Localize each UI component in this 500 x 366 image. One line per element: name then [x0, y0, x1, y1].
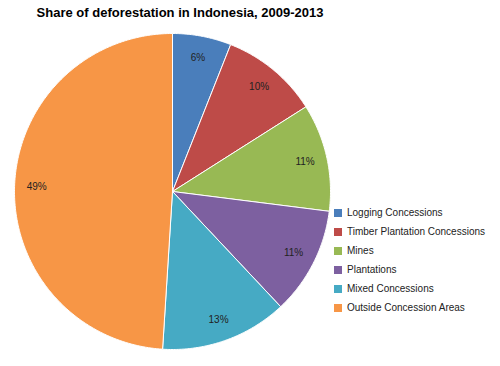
svg-text:13%: 13%	[209, 314, 229, 325]
svg-text:10%: 10%	[249, 81, 269, 92]
svg-text:6%: 6%	[191, 52, 206, 63]
svg-text:49%: 49%	[27, 181, 47, 192]
html-text:Share of deforestation in Indo: Share of deforestation in Indonesia, 200…	[36, 5, 324, 20]
html-text:Logging Concessions: Logging Concessions	[347, 207, 443, 218]
html-text:Plantations: Plantations	[347, 264, 397, 275]
svg-text:11%: 11%	[284, 247, 303, 258]
html-text:Mines: Mines	[347, 245, 374, 256]
svg-text:11%: 11%	[295, 156, 314, 167]
html-text:Mixed Concessions: Mixed Concessions	[347, 283, 434, 294]
html-text:Outside Concession Areas: Outside Concession Areas	[347, 302, 465, 313]
html-text:Timber Plantation Concessions: Timber Plantation Concessions	[347, 226, 485, 237]
